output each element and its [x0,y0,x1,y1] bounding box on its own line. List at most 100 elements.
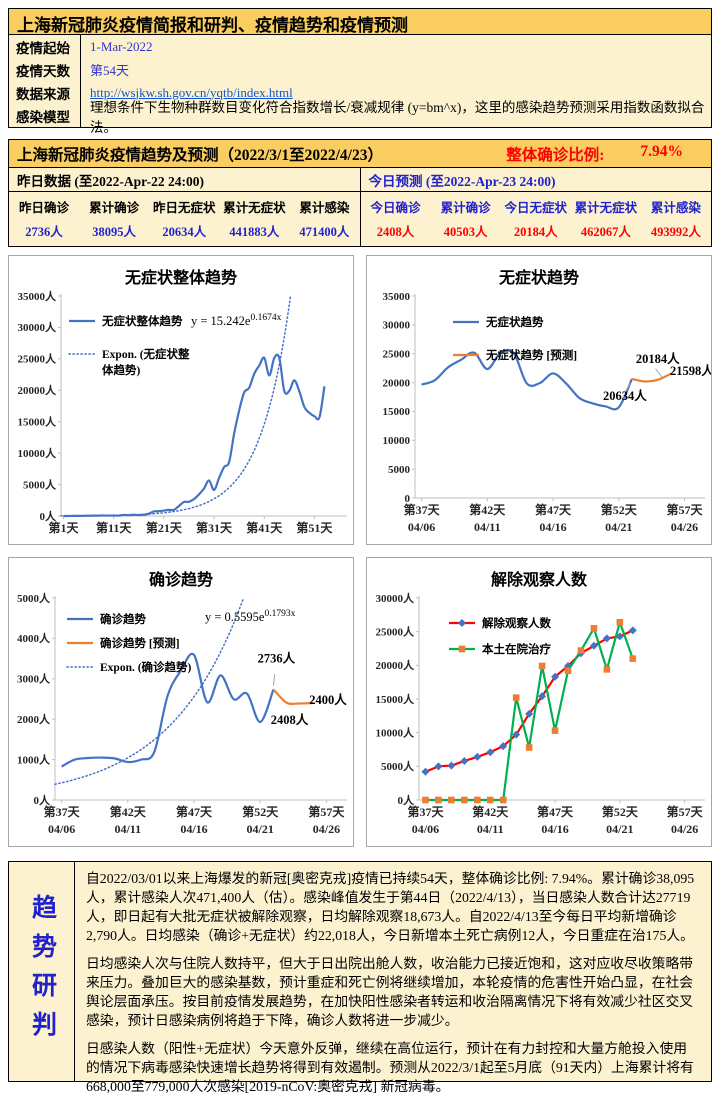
trend-paragraph-2: 日均感染人次与住院人数持平，但大于日出院出舱人数，收治能力已接近饱和，这对应收尽… [86,956,694,1029]
info-value-model: 理想条件下生物种群数目变化符合指数增长/衰减规律 (y=bm^x)，这里的感染趋… [90,99,705,135]
svg-text:35000: 35000 [383,291,411,303]
svg-text:20000: 20000 [383,377,411,389]
svg-text:35000人: 35000人 [18,289,58,303]
svg-text:04/06: 04/06 [412,822,439,836]
today-value: 20184人 [513,225,558,239]
svg-text:第41天: 第41天 [246,520,283,535]
svg-text:第31天: 第31天 [196,520,233,535]
confirmed-trend-chart-box: 确诊趋势 0人 1000人 2000人 3000人 4000人 5000人 第37天 04/0… [8,557,354,847]
trend-paragraph-1: 自2022/03/01以来上海爆发的新冠[奥密克戎]疫情已持续54天，整体确诊比… [86,871,695,944]
svg-text:Expon. (确诊趋势): Expon. (确诊趋势) [100,660,192,674]
svg-text:第11天: 第11天 [96,520,132,535]
svg-text:04/16: 04/16 [539,520,566,534]
svg-text:5000: 5000 [388,464,411,476]
svg-text:第52天: 第52天 [602,804,639,819]
svg-text:第57天: 第57天 [308,804,345,819]
svg-text:04/06: 04/06 [408,520,435,534]
yesterday-col-header: 昨日无症状 [152,201,216,215]
svg-text:20000人: 20000人 [376,658,416,672]
report-title: 上海新冠肺炎疫情简报和研判、疫情趋势和疫情预测 [9,9,711,35]
svg-text:第51天: 第51天 [296,520,333,535]
svg-text:第57天: 第57天 [667,804,704,819]
svg-text:Expon. (无症状整: Expon. (无症状整 [102,347,190,361]
yesterday-col-header: 累计无症状 [223,201,286,215]
chart-title: 确诊趋势 [148,572,213,589]
trend-judgement-label: 趋势研判 [28,893,56,1050]
today-caption: 今日预测 (至2022-Apr-23 24:00) [360,168,711,192]
svg-text:3000人: 3000人 [17,672,51,686]
svg-text:10000人: 10000人 [376,725,416,739]
svg-text:0人: 0人 [34,793,52,807]
today-col-header: 今日无症状 [504,201,567,215]
info-label-day-count: 疫情天数 [9,58,81,81]
svg-text:第1天: 第1天 [49,520,80,535]
overall-confirm-ratio: 整体确诊比例: 7.94% [506,143,711,165]
summary-table: 上海新冠肺炎疫情趋势及预测（2022/3/1至2022/4/23） 整体确诊比例… [8,139,712,247]
summary-title-row: 上海新冠肺炎疫情趋势及预测（2022/3/1至2022/4/23） 整体确诊比例… [9,140,711,168]
svg-text:4000人: 4000人 [17,631,51,645]
svg-text:5000人: 5000人 [381,759,415,773]
svg-text:30000人: 30000人 [18,320,58,334]
svg-text:0人: 0人 [398,793,416,807]
svg-text:25000: 25000 [383,349,411,361]
svg-text:10000人: 10000人 [18,446,58,460]
svg-text:04/11: 04/11 [474,520,501,534]
svg-text:第37天: 第37天 [404,502,441,517]
today-values: 2408人 40503人 20184人 462067人 493992人 [361,218,712,246]
svg-text:第42天: 第42天 [472,804,509,819]
svg-text:第21天: 第21天 [146,520,183,535]
svg-text:第52天: 第52天 [242,804,279,819]
yesterday-value: 38095人 [92,225,137,239]
asymptomatic-trend-chart-box: 无症状趋势 0 5000 10000 15000 20000 25000 30000 3500… [366,255,712,545]
svg-text:2400人: 2400人 [309,692,347,707]
info-value-start-date: 1-Mar-2022 [90,38,153,54]
svg-text:0: 0 [405,493,411,505]
trend-judgement-text: 自2022/03/01以来上海爆发的新冠[奥密克戎]疫情已持续54天，整体确诊比… [75,862,711,1094]
svg-text:第37天: 第37天 [407,804,444,819]
svg-text:第37天: 第37天 [44,804,81,819]
today-headers: 今日确诊 累计确诊 今日无症状 累计无症状 累计感染 [361,192,712,218]
info-table: 上海新冠肺炎疫情简报和研判、疫情趋势和疫情预测 疫情起始 1-Mar-2022 … [8,8,712,135]
info-value-data-source: http://wsjkw.sh.gov.cn/yqtb/index.html [81,85,293,101]
trend-paragraph-3: 日感染人数（阳性+无症状）今天意外反弹，继续在高位运行，预计在有力封控和大量方舱… [86,1041,694,1095]
asymptomatic-overall-trend-chart-box: 无症状整体趋势 0人 5000人 10000人 15000人 20000人 25000人 3… [8,255,354,545]
svg-text:10000: 10000 [383,435,411,447]
svg-text:2408人: 2408人 [271,712,309,727]
svg-text:04/26: 04/26 [313,822,340,836]
svg-text:04/21: 04/21 [605,520,632,534]
yesterday-panel: 昨日数据 (至2022-Apr-22 24:00) 昨日确诊 累计确诊 昨日无症… [9,168,360,246]
svg-text:30000: 30000 [383,320,411,332]
svg-text:04/21: 04/21 [606,822,633,836]
svg-text:体趋势): 体趋势) [102,363,140,377]
info-row-data-source: 数据来源 http://wsjkw.sh.gov.cn/yqtb/index.h… [9,81,711,104]
yesterday-headers: 昨日确诊 累计确诊 昨日无症状 累计无症状 累计感染 [9,192,360,218]
yesterday-col-header: 累计确诊 [89,201,140,215]
svg-text:04/16: 04/16 [180,822,207,836]
info-row-start-date: 疫情起始 1-Mar-2022 [9,35,711,58]
today-col-header: 累计无症状 [574,201,638,215]
svg-text:第42天: 第42天 [469,502,506,517]
info-label-model: 感染模型 [9,104,81,127]
svg-text:15000人: 15000人 [376,692,416,706]
trend-label-cell: 趋势研判 [9,862,75,1081]
svg-text:y = 0.5595e0.1793x: y = 0.5595e0.1793x [205,609,296,624]
data-source-link[interactable]: http://wsjkw.sh.gov.cn/yqtb/index.html [90,84,293,100]
svg-text:第52天: 第52天 [601,502,638,517]
svg-text:无症状整体趋势: 无症状整体趋势 [101,314,183,328]
svg-text:y = 15.242e0.1674x: y = 15.242e0.1674x [191,313,282,328]
svg-text:30000人: 30000人 [376,591,416,605]
svg-text:04/06: 04/06 [48,822,75,836]
svg-text:1000人: 1000人 [17,752,51,766]
svg-text:解除观察人数: 解除观察人数 [482,616,551,630]
yesterday-col-header: 累计感染 [299,201,350,215]
svg-text:第42天: 第42天 [110,804,147,819]
svg-text:04/11: 04/11 [477,822,504,836]
svg-text:本土在院治疗: 本土在院治疗 [482,642,551,656]
svg-text:25000人: 25000人 [376,624,416,638]
svg-text:第47天: 第47天 [176,804,213,819]
today-col-header: 累计感染 [650,201,701,215]
today-forecast-panel: 今日预测 (至2022-Apr-23 24:00) 今日确诊 累计确诊 今日无症… [359,168,712,246]
svg-text:无症状趋势: 无症状趋势 [485,315,544,329]
svg-text:第47天: 第47天 [535,502,572,517]
